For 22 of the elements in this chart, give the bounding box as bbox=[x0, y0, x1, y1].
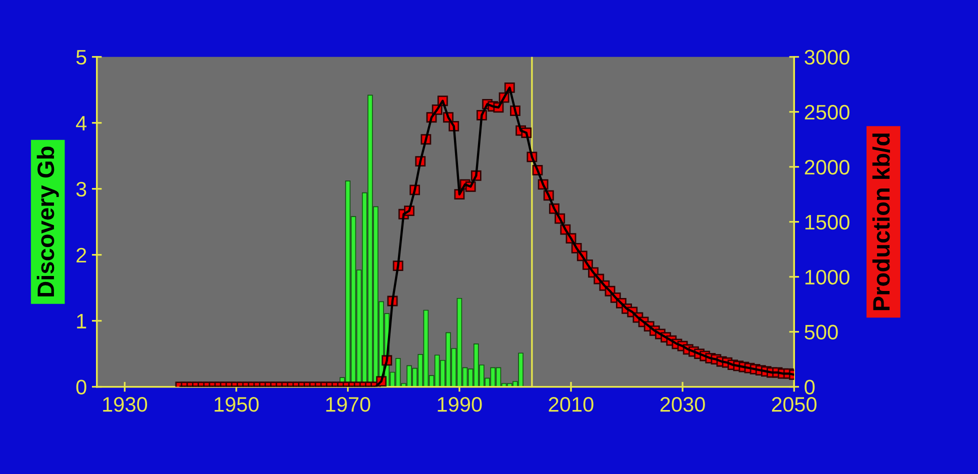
y2-tick-label: 2000 bbox=[804, 160, 850, 175]
y-tick-label: 1 bbox=[77, 314, 86, 328]
y-tick-label: 4 bbox=[76, 116, 86, 130]
x-tick-label: 1950 bbox=[214, 397, 259, 412]
x-tick-label: 2050 bbox=[772, 397, 816, 412]
y-tick-label: 0 bbox=[76, 380, 86, 395]
y2-tick-label: 0 bbox=[804, 380, 815, 395]
y2-tick-label: 3000 bbox=[804, 50, 850, 65]
y2-tick-label: 1000 bbox=[805, 270, 850, 285]
x-tick-label: 1970 bbox=[326, 397, 370, 412]
y-tick-label: 2 bbox=[76, 248, 86, 262]
x-tick-label: 1930 bbox=[103, 397, 148, 412]
y-tick-label: 5 bbox=[76, 50, 86, 65]
y-tick-label: 3 bbox=[76, 182, 86, 197]
y2-axis-title: Production kb/d bbox=[872, 134, 890, 310]
x-tick-label: 2010 bbox=[548, 397, 594, 412]
x-tick-label: 1990 bbox=[438, 397, 482, 412]
x-tick-label: 2030 bbox=[660, 397, 705, 412]
y2-tick-label: 1500 bbox=[805, 214, 850, 230]
y2-tick-label: 2500 bbox=[804, 104, 850, 120]
y2-tick-label: 500 bbox=[804, 324, 838, 340]
y-axis-title: Discovery Gb bbox=[36, 146, 59, 296]
